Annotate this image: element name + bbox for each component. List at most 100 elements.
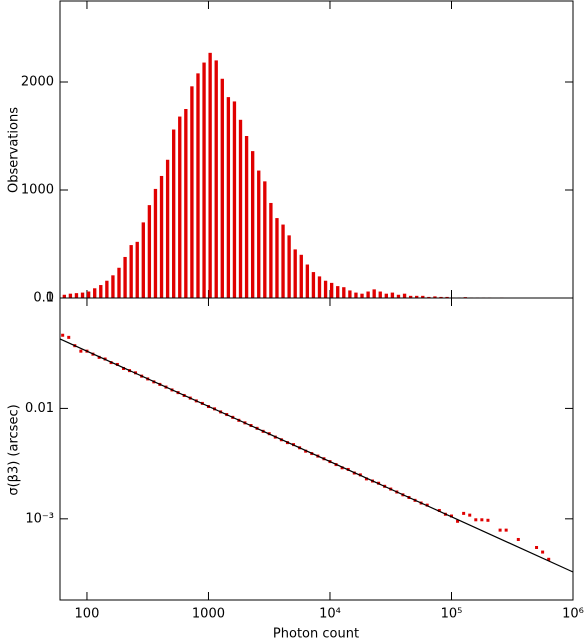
y-tick-label: 0.1 xyxy=(33,291,54,306)
bar xyxy=(232,101,237,298)
point xyxy=(456,519,460,523)
bar xyxy=(354,292,358,298)
point xyxy=(486,518,490,522)
bar xyxy=(269,202,273,298)
point xyxy=(504,528,508,532)
y-tick-label: 0 xyxy=(46,291,54,306)
x-tick-label: 1000 xyxy=(192,607,225,622)
bar xyxy=(445,296,449,298)
point xyxy=(541,550,545,554)
point xyxy=(498,528,502,532)
bar xyxy=(238,119,243,298)
bar xyxy=(62,294,67,298)
bar xyxy=(415,295,419,298)
bar xyxy=(433,296,437,298)
bar xyxy=(402,293,407,298)
bar xyxy=(439,296,443,298)
bar xyxy=(348,290,352,298)
bar xyxy=(153,188,158,298)
bar xyxy=(378,291,382,298)
point xyxy=(480,518,484,522)
point xyxy=(340,466,344,470)
bar xyxy=(74,293,79,298)
bar xyxy=(257,170,261,298)
bar xyxy=(80,292,85,298)
bar xyxy=(165,159,170,298)
bar xyxy=(329,282,334,298)
x-tick-label: 10⁶ xyxy=(562,607,584,622)
bar xyxy=(196,73,200,298)
bar xyxy=(305,264,310,298)
bar xyxy=(123,256,127,298)
bar xyxy=(372,289,376,298)
bar xyxy=(190,86,194,298)
point xyxy=(79,349,83,353)
bar xyxy=(287,235,291,298)
y-axis-label: σ(β3) (arcsec) xyxy=(7,404,22,495)
bar xyxy=(172,129,176,298)
y-tick-label: 2000 xyxy=(21,75,54,90)
bar xyxy=(421,295,425,298)
bar xyxy=(251,151,255,298)
bar xyxy=(220,78,224,298)
point xyxy=(67,335,71,339)
x-tick-label: 10⁵ xyxy=(441,607,463,622)
point xyxy=(364,477,368,481)
point xyxy=(449,514,453,518)
x-tick-label: 10⁴ xyxy=(319,607,341,622)
bar xyxy=(366,291,370,298)
bar xyxy=(141,222,145,298)
bar xyxy=(86,291,91,298)
y-tick-label: 0.01 xyxy=(25,401,54,416)
bar xyxy=(360,293,364,298)
bar xyxy=(117,267,121,298)
point xyxy=(122,366,126,370)
bar xyxy=(263,181,267,298)
bar xyxy=(208,52,212,299)
plot-frame xyxy=(59,297,574,601)
bar xyxy=(390,292,395,298)
point xyxy=(437,508,441,512)
bar xyxy=(105,280,109,298)
bar xyxy=(202,62,206,299)
bar xyxy=(184,109,188,298)
bar xyxy=(226,97,231,299)
bar xyxy=(178,116,182,298)
fit-line xyxy=(59,338,574,573)
bar xyxy=(299,254,303,298)
point xyxy=(468,513,472,517)
bar xyxy=(396,294,401,298)
bar xyxy=(384,293,388,298)
point xyxy=(474,518,478,522)
point xyxy=(462,511,466,515)
bar xyxy=(99,285,103,298)
bar xyxy=(244,136,249,298)
y-tick-label: 1000 xyxy=(21,183,54,198)
bar xyxy=(135,241,139,298)
bar xyxy=(427,296,431,298)
point xyxy=(547,557,551,561)
y-axis-label: Observations xyxy=(7,107,22,193)
point xyxy=(535,545,539,549)
bar xyxy=(275,218,279,298)
x-tick-label: 100 xyxy=(75,607,100,622)
bar xyxy=(408,295,413,298)
bar xyxy=(281,224,285,298)
point xyxy=(61,333,65,337)
point xyxy=(516,537,520,541)
bar xyxy=(342,287,346,298)
bar xyxy=(293,249,297,298)
bar xyxy=(159,175,164,298)
bar xyxy=(317,276,322,298)
bar xyxy=(129,245,133,298)
bar xyxy=(336,286,340,298)
bar xyxy=(68,293,73,298)
bar xyxy=(214,60,218,299)
x-axis-label: Photon count xyxy=(273,627,359,642)
bar xyxy=(93,288,97,298)
bar xyxy=(311,272,316,298)
bar xyxy=(147,205,152,298)
bar xyxy=(111,275,115,298)
